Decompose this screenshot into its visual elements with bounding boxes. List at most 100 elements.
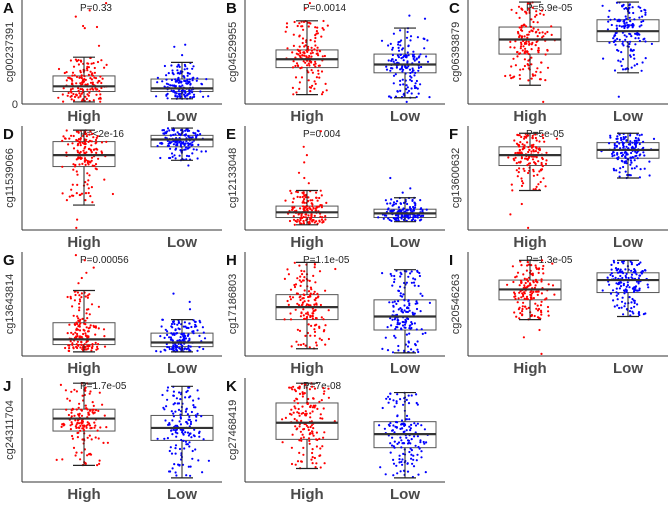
data-point-high — [61, 139, 64, 142]
data-point-low — [182, 75, 185, 78]
data-point-high — [309, 286, 312, 289]
data-point-high — [301, 433, 304, 436]
data-point-high — [296, 195, 299, 198]
data-point-high — [68, 76, 71, 79]
data-point-low — [643, 154, 646, 157]
data-point-high — [305, 55, 308, 58]
data-point-low — [602, 57, 605, 60]
data-point-high — [526, 298, 529, 301]
data-point-low — [383, 427, 386, 430]
data-point-high — [86, 88, 89, 91]
data-point-high — [83, 329, 86, 332]
data-point-low — [408, 450, 411, 454]
data-point-low — [168, 346, 171, 349]
data-point-low — [197, 459, 200, 462]
data-point-high — [77, 130, 80, 133]
data-point-high — [294, 64, 297, 68]
data-point-high — [538, 140, 541, 143]
data-point-high — [76, 173, 79, 176]
data-point-low — [428, 96, 431, 99]
data-point-low — [172, 90, 175, 93]
data-point-low — [189, 82, 192, 86]
data-point-high — [85, 426, 88, 429]
data-point-low — [616, 135, 619, 138]
data-point-high — [292, 218, 296, 221]
data-point-high — [300, 25, 303, 28]
data-point-low — [631, 297, 634, 301]
data-point-high — [304, 334, 307, 337]
data-point-low — [629, 140, 632, 143]
data-point-low — [186, 74, 189, 77]
data-point-high — [317, 69, 320, 72]
data-point-low — [408, 68, 412, 71]
data-point-low — [407, 275, 410, 278]
outlier-point-high — [80, 276, 83, 280]
data-point-high — [315, 220, 318, 223]
data-point-low — [399, 89, 402, 92]
data-point-low — [188, 129, 191, 132]
data-point-low — [196, 329, 199, 332]
data-point-low — [402, 321, 405, 324]
data-point-low — [166, 97, 169, 100]
data-point-low — [632, 24, 635, 27]
data-point-high — [81, 98, 84, 101]
data-point-low — [189, 345, 192, 348]
data-point-high — [309, 416, 312, 419]
data-point-low — [168, 129, 171, 132]
data-point-high — [544, 162, 548, 165]
data-point-high — [298, 34, 301, 37]
data-point-high — [324, 324, 327, 327]
data-point-high — [527, 171, 530, 175]
data-point-low — [403, 422, 406, 425]
data-point-high — [515, 169, 518, 172]
data-point-high — [311, 71, 314, 74]
data-point-low — [609, 273, 612, 276]
data-point-low — [637, 262, 641, 266]
outlier-point-high — [105, 1, 108, 5]
data-point-high — [312, 310, 315, 313]
data-point-high — [538, 170, 541, 173]
data-point-high — [535, 139, 538, 142]
data-point-low — [201, 471, 204, 474]
data-point-high — [521, 148, 524, 151]
data-point-low — [416, 348, 419, 351]
data-point-low — [185, 154, 189, 157]
data-point-low — [634, 136, 637, 140]
data-point-low — [389, 422, 392, 425]
data-point-low — [406, 61, 409, 64]
data-point-low — [421, 209, 424, 212]
data-point-high — [512, 57, 515, 60]
data-point-low — [611, 289, 615, 292]
data-point-high — [97, 327, 100, 330]
data-point-low — [397, 349, 400, 352]
data-point-low — [626, 284, 629, 287]
data-point-low — [396, 61, 399, 64]
data-point-low — [421, 332, 424, 335]
data-point-low — [414, 82, 417, 85]
data-point-low — [652, 137, 656, 140]
data-point-low — [624, 170, 627, 173]
data-point-low — [416, 453, 419, 456]
data-point-high — [88, 326, 91, 329]
data-point-high — [293, 261, 296, 264]
y-axis-label: cg13600632 — [450, 148, 462, 209]
data-point-high — [510, 183, 513, 186]
data-point-low — [387, 395, 390, 398]
data-point-low — [408, 304, 411, 307]
data-point-high — [98, 459, 101, 462]
data-point-high — [311, 448, 314, 451]
data-point-high — [546, 305, 550, 309]
data-point-low — [189, 432, 192, 435]
data-point-low — [163, 408, 166, 411]
data-point-high — [304, 414, 308, 417]
data-point-high — [295, 292, 298, 295]
data-point-high — [523, 297, 526, 300]
data-point-high — [523, 58, 526, 61]
data-point-low — [632, 290, 636, 293]
data-point-high — [307, 199, 310, 203]
data-point-high — [61, 93, 64, 96]
data-point-low — [625, 153, 628, 156]
outlier-point-high — [527, 226, 530, 229]
data-point-high — [542, 177, 545, 180]
data-point-high — [88, 293, 91, 296]
